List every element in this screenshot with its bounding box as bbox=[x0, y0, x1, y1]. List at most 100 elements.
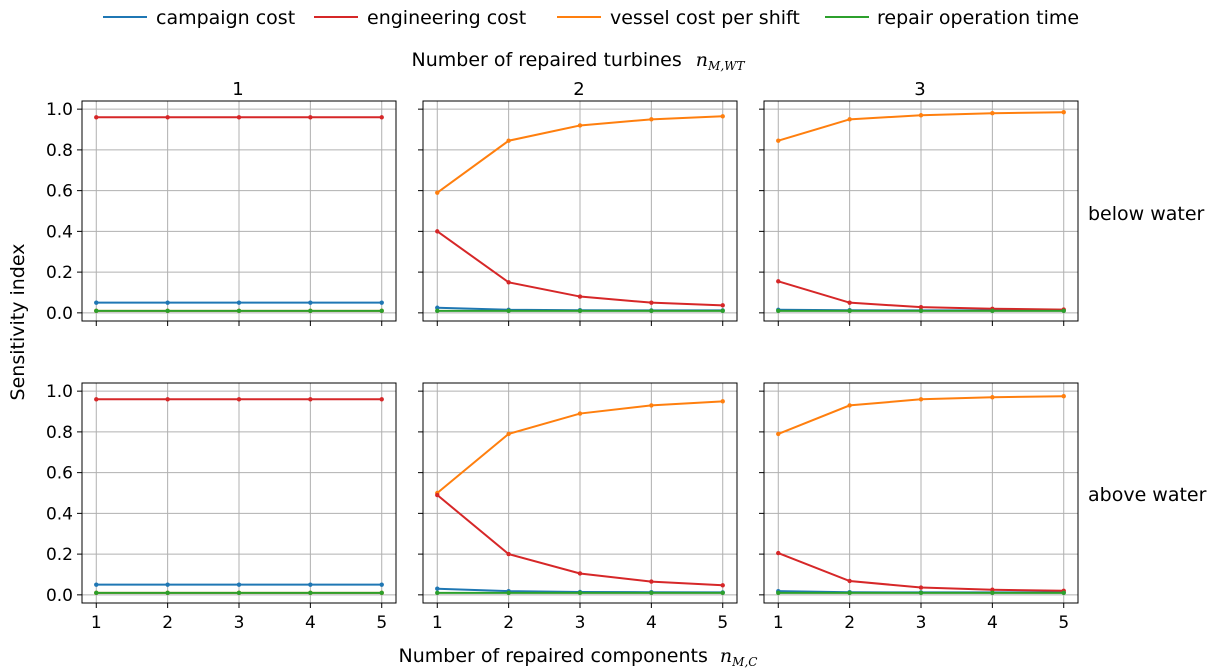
legend-label-vessel-cost: vessel cost per shift bbox=[610, 7, 800, 29]
data-point-vessel-cost-per-shift bbox=[776, 431, 781, 437]
data-point-repair-operation-time bbox=[649, 590, 654, 596]
x-tick-label: 3 bbox=[234, 613, 245, 633]
data-point-vessel-cost-per-shift bbox=[720, 114, 725, 119]
data-point-engineering-cost bbox=[379, 397, 384, 402]
data-point-campaign-cost bbox=[165, 582, 170, 587]
data-point-vessel-cost-per-shift bbox=[577, 411, 583, 416]
data-point-repair-operation-time bbox=[577, 590, 583, 596]
data-point-engineering-cost bbox=[165, 397, 170, 402]
x-tick-label: 5 bbox=[1058, 613, 1069, 633]
panel-grid: 0.0 0.2 0.4 0.6 0.8 1.0 0.0 0.2 0.4 0.6 0.8 1.0 1 2 3 4… bbox=[46, 100, 1079, 633]
x-tick-label: 2 bbox=[503, 613, 514, 633]
x-tick-label: 5 bbox=[717, 613, 728, 633]
column-title-1: 1 bbox=[232, 79, 243, 100]
x-axis-label: Number of repaired components nM,C bbox=[399, 645, 758, 669]
data-point-engineering-cost bbox=[776, 279, 781, 284]
data-point-repair-operation-time bbox=[720, 308, 725, 314]
data-point-vessel-cost-per-shift bbox=[776, 138, 781, 143]
legend-item-vessel-cost: vessel cost per shift bbox=[557, 7, 800, 29]
data-point-repair-operation-time bbox=[94, 308, 99, 314]
data-point-campaign-cost bbox=[94, 582, 99, 587]
y-tick-label: 0.6 bbox=[46, 464, 73, 484]
data-point-engineering-cost bbox=[435, 229, 440, 234]
data-point-repair-operation-time bbox=[435, 590, 440, 596]
data-point-engineering-cost bbox=[165, 115, 170, 120]
data-point-vessel-cost-per-shift bbox=[990, 111, 995, 116]
legend: campaign cost engineering cost vessel co… bbox=[103, 7, 1079, 29]
y-tick-label: 0.2 bbox=[46, 263, 73, 283]
x-tick-label: 2 bbox=[844, 613, 855, 633]
panel-r1-c1: 1 2 3 4 5 bbox=[418, 382, 738, 633]
top-title: Number of repaired turbines nM,WT bbox=[412, 49, 746, 73]
data-point-engineering-cost bbox=[506, 551, 511, 557]
data-point-repair-operation-time bbox=[379, 308, 384, 314]
panel-r1-c0: 0.0 0.2 0.4 0.6 0.8 1.0 1 2 3 4 5 bbox=[46, 382, 397, 633]
x-tick-label: 4 bbox=[646, 613, 657, 633]
data-point-vessel-cost-per-shift bbox=[435, 190, 440, 195]
data-point-engineering-cost bbox=[649, 300, 654, 305]
data-point-engineering-cost bbox=[918, 304, 924, 310]
data-point-engineering-cost bbox=[435, 492, 440, 498]
data-point-campaign-cost bbox=[379, 300, 384, 305]
data-point-repair-operation-time bbox=[308, 590, 313, 596]
y-tick-label: 0.8 bbox=[46, 141, 73, 161]
data-point-engineering-cost bbox=[720, 303, 725, 308]
data-point-repair-operation-time bbox=[165, 308, 170, 314]
data-point-campaign-cost bbox=[94, 300, 99, 305]
data-point-campaign-cost bbox=[308, 582, 313, 587]
data-point-repair-operation-time bbox=[165, 590, 170, 596]
data-point-repair-operation-time bbox=[308, 308, 313, 314]
legend-item-repair-time: repair operation time bbox=[825, 7, 1079, 29]
data-point-vessel-cost-per-shift bbox=[847, 403, 852, 408]
data-point-repair-operation-time bbox=[236, 308, 242, 314]
x-tick-label: 2 bbox=[162, 613, 173, 633]
data-point-engineering-cost bbox=[990, 587, 995, 592]
y-tick-label: 0.8 bbox=[46, 423, 73, 443]
data-point-engineering-cost bbox=[720, 583, 725, 588]
data-point-engineering-cost bbox=[236, 115, 242, 120]
data-point-repair-operation-time bbox=[776, 308, 781, 314]
legend-label-campaign-cost: campaign cost bbox=[156, 7, 295, 29]
legend-label-engineering-cost: engineering cost bbox=[367, 7, 526, 29]
data-point-vessel-cost-per-shift bbox=[918, 397, 924, 402]
panel-r1-c2: 1 2 3 4 5 bbox=[759, 382, 1079, 633]
row-label-above-water: above water bbox=[1088, 484, 1207, 506]
data-point-repair-operation-time bbox=[918, 590, 924, 596]
data-point-repair-operation-time bbox=[94, 590, 99, 596]
data-point-engineering-cost bbox=[236, 397, 242, 402]
x-tick-label: 5 bbox=[376, 613, 387, 633]
data-point-repair-operation-time bbox=[506, 590, 511, 596]
y-tick-label: 0.4 bbox=[46, 222, 73, 242]
data-point-campaign-cost bbox=[236, 582, 242, 587]
x-tick-label: 4 bbox=[305, 613, 316, 633]
data-point-engineering-cost bbox=[506, 280, 511, 285]
x-tick-label: 1 bbox=[91, 613, 102, 633]
y-tick-label: 0.0 bbox=[46, 304, 73, 324]
y-tick-label: 0.0 bbox=[46, 586, 73, 606]
data-point-vessel-cost-per-shift bbox=[1061, 110, 1066, 115]
data-point-repair-operation-time bbox=[776, 590, 781, 596]
data-point-vessel-cost-per-shift bbox=[506, 431, 511, 437]
data-point-engineering-cost bbox=[577, 294, 583, 299]
data-point-campaign-cost bbox=[435, 586, 440, 591]
data-point-vessel-cost-per-shift bbox=[847, 117, 852, 122]
panel-r0-c2 bbox=[759, 100, 1079, 326]
x-tick-label: 1 bbox=[432, 613, 443, 633]
data-point-campaign-cost bbox=[308, 300, 313, 305]
data-point-repair-operation-time bbox=[379, 590, 384, 596]
data-point-campaign-cost bbox=[379, 582, 384, 587]
y-tick-label: 0.4 bbox=[46, 504, 73, 524]
legend-label-repair-time: repair operation time bbox=[877, 7, 1079, 29]
data-point-campaign-cost bbox=[236, 300, 242, 305]
data-point-repair-operation-time bbox=[236, 590, 242, 596]
x-tick-label: 4 bbox=[987, 613, 998, 633]
data-point-repair-operation-time bbox=[577, 308, 583, 314]
data-point-vessel-cost-per-shift bbox=[1061, 394, 1066, 399]
data-point-vessel-cost-per-shift bbox=[649, 403, 654, 408]
data-point-repair-operation-time bbox=[1061, 590, 1066, 596]
data-point-vessel-cost-per-shift bbox=[506, 138, 511, 143]
data-point-repair-operation-time bbox=[1061, 308, 1066, 314]
data-point-repair-operation-time bbox=[720, 590, 725, 596]
data-point-engineering-cost bbox=[308, 397, 313, 402]
